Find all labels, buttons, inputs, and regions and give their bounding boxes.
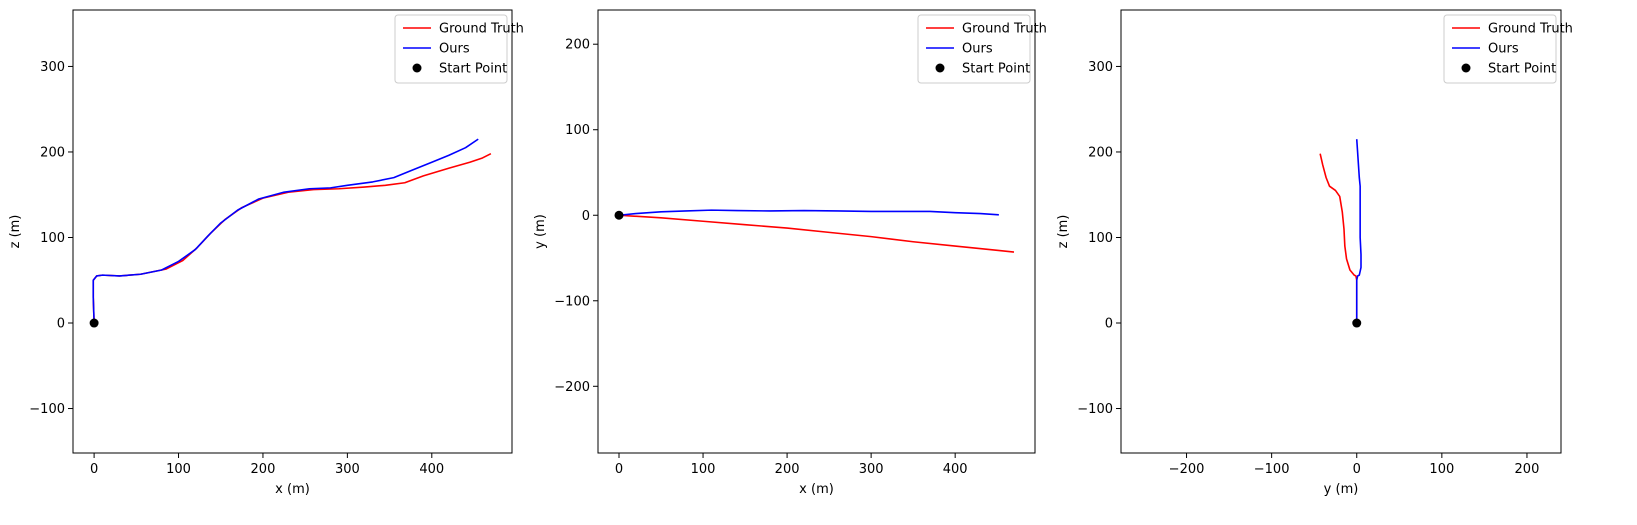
legend-swatch-marker xyxy=(1461,63,1471,73)
y-tick-label: 100 xyxy=(565,123,590,138)
legend: Ground Truth Ours Start Point xyxy=(917,14,1047,84)
legend-entry-label: Ours xyxy=(1488,42,1519,57)
legend-entry-label: Start Point xyxy=(962,62,1030,77)
x-tick-label: 200 xyxy=(775,462,800,477)
y-tick-label: 100 xyxy=(1088,231,1113,246)
y-tick-label: 200 xyxy=(40,145,65,160)
legend-swatch-marker xyxy=(412,63,422,73)
y-tick-label: −100 xyxy=(29,402,65,417)
y-tick-label: −100 xyxy=(554,294,590,309)
x-tick-label: 0 xyxy=(615,462,623,477)
x-axis-label: y (m) xyxy=(1324,482,1359,497)
legend: Ground Truth Ours Start Point xyxy=(1443,14,1573,84)
legend-box xyxy=(917,14,1031,84)
y-axis-label: z (m) xyxy=(8,215,23,249)
axes-frame xyxy=(597,9,1036,454)
x-tick-label: 400 xyxy=(419,462,444,477)
y-tick-label: 0 xyxy=(57,317,65,332)
y-tick-label: 200 xyxy=(565,38,590,53)
y-tick-label: 200 xyxy=(1088,145,1113,160)
start-point-marker xyxy=(614,210,624,220)
legend-entry-label: Ground Truth xyxy=(439,22,524,37)
x-tick-label: 300 xyxy=(859,462,884,477)
legend-entry-label: Ours xyxy=(439,42,470,57)
legend-entry-label: Start Point xyxy=(1488,62,1556,77)
legend-entry-label: Start Point xyxy=(439,62,507,77)
y-tick-label: 300 xyxy=(40,60,65,75)
x-tick-label: −100 xyxy=(1254,462,1290,477)
y-tick-label: 100 xyxy=(40,231,65,246)
y-tick-label: 300 xyxy=(1088,60,1113,75)
legend-entry-label: Ground Truth xyxy=(1488,22,1573,37)
legend-box xyxy=(1443,14,1557,84)
y-tick-label: 0 xyxy=(1105,317,1113,332)
legend-box xyxy=(394,14,508,84)
x-tick-label: 100 xyxy=(166,462,191,477)
x-axis-label: x (m) xyxy=(799,482,834,497)
x-tick-label: 200 xyxy=(1515,462,1540,477)
x-tick-label: 300 xyxy=(335,462,360,477)
start-point-marker xyxy=(89,318,99,328)
x-tick-label: 0 xyxy=(1353,462,1361,477)
x-tick-label: 400 xyxy=(943,462,968,477)
x-tick-label: 100 xyxy=(691,462,716,477)
y-tick-label: −100 xyxy=(1077,402,1113,417)
series-line-ours xyxy=(1355,139,1362,324)
series-line-ours xyxy=(618,209,999,217)
axes-frame xyxy=(1120,9,1562,454)
series-line-ground-truth xyxy=(1319,153,1358,324)
y-tick-label: −200 xyxy=(554,380,590,395)
chart-panel-2: 0 100 200 300 400 −200 −100 0 100 200 x (m) y (m) Gr… xyxy=(533,9,1047,497)
legend-swatch-marker xyxy=(935,63,945,73)
series-line-ours xyxy=(92,138,479,324)
y-axis-label: y (m) xyxy=(533,214,548,249)
y-tick-label: 0 xyxy=(582,209,590,224)
y-axis-label: z (m) xyxy=(1056,215,1071,249)
x-tick-label: 100 xyxy=(1429,462,1454,477)
x-axis-label: x (m) xyxy=(275,482,310,497)
chart-panel-1: 0 100 200 300 400 −100 0 100 200 300 x (m) z (m) Gro… xyxy=(8,9,524,497)
start-point-marker xyxy=(1352,318,1362,328)
x-tick-label: 200 xyxy=(251,462,276,477)
axes-frame xyxy=(72,9,513,454)
chart-panel-3: −200 −100 0 100 200 −100 0 100 200 300 y (m) z (m) G… xyxy=(1056,9,1573,497)
x-tick-label: 0 xyxy=(90,462,98,477)
x-tick-label: −200 xyxy=(1169,462,1205,477)
legend: Ground Truth Ours Start Point xyxy=(394,14,524,84)
series-line-ground-truth xyxy=(618,214,1015,253)
legend-entry-label: Ours xyxy=(962,42,993,57)
legend-entry-label: Ground Truth xyxy=(962,22,1047,37)
